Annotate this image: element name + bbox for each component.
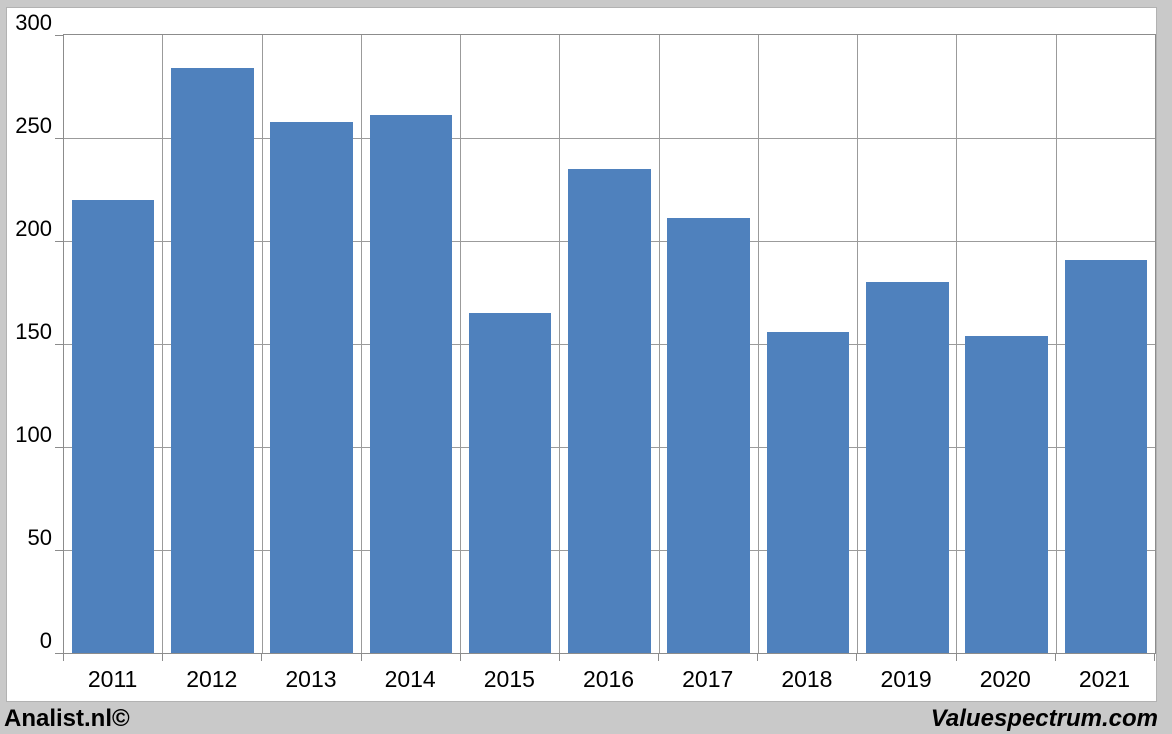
y-axis-labels: 0 50 100 150 200 250 300 bbox=[7, 12, 52, 653]
x-axis-tick bbox=[459, 654, 461, 661]
bar-2013 bbox=[270, 121, 353, 653]
bar-2017 bbox=[667, 218, 750, 653]
y-tick-label: 150 bbox=[15, 319, 52, 344]
y-axis-tick bbox=[55, 344, 63, 345]
branding-bar: Analist.nl© Valuespectrum.com bbox=[0, 703, 1172, 734]
bar-2020 bbox=[965, 335, 1048, 653]
y-tick-label: 0 bbox=[39, 628, 52, 653]
y-tick-label: 250 bbox=[15, 113, 52, 138]
bar-2014 bbox=[369, 115, 453, 653]
x-axis-tick bbox=[1154, 654, 1155, 661]
x-axis-tick bbox=[162, 654, 164, 661]
bar-2011 bbox=[71, 199, 155, 653]
x-tick-label-2018: 2018 bbox=[781, 666, 833, 692]
y-axis-tick bbox=[55, 138, 63, 139]
bar-2019 bbox=[865, 282, 949, 653]
x-tick-label-2019: 2019 bbox=[880, 666, 932, 692]
y-tick-label: 200 bbox=[15, 216, 52, 242]
x-axis-labels: 2011 2012 2013 2014 2015 2016 2017 2018 2019 2020… bbox=[63, 666, 1154, 696]
branding-analist: Analist.nl© bbox=[4, 704, 130, 732]
y-tick-label: 300 bbox=[15, 10, 52, 35]
y-tick-label: 100 bbox=[15, 422, 52, 448]
bar-series bbox=[64, 35, 1155, 653]
x-axis-tick bbox=[360, 654, 362, 661]
x-tick-label-2015: 2015 bbox=[483, 666, 535, 692]
chart-canvas: 0 50 100 150 200 250 300 2011 2012 2013 2014 2015 2… bbox=[6, 7, 1157, 702]
category-column-2015 bbox=[461, 35, 561, 653]
x-tick-label-2016: 2016 bbox=[582, 666, 635, 692]
category-column-2020 bbox=[957, 35, 1057, 653]
bar-2018 bbox=[766, 331, 850, 653]
y-axis-tick bbox=[55, 653, 63, 654]
branding-valuespectrum: Valuespectrum.com bbox=[930, 704, 1158, 732]
category-column-2021 bbox=[1057, 35, 1155, 653]
category-column-2016 bbox=[560, 35, 660, 653]
x-axis-tick bbox=[757, 654, 759, 661]
y-axis-tick bbox=[55, 447, 63, 449]
category-column-2013 bbox=[263, 35, 362, 653]
category-column-2018 bbox=[759, 35, 859, 653]
x-axis-tick bbox=[856, 654, 858, 661]
category-column-2019 bbox=[858, 35, 958, 653]
x-axis-tick bbox=[558, 654, 560, 661]
x-tick-label-2013: 2013 bbox=[285, 666, 337, 692]
x-axis-tick bbox=[63, 654, 64, 661]
category-column-2011 bbox=[64, 35, 164, 653]
y-axis-tick bbox=[55, 241, 63, 243]
x-tick-label-2017: 2017 bbox=[682, 666, 734, 692]
category-column-2014 bbox=[362, 35, 462, 653]
y-axis-tick bbox=[55, 550, 63, 552]
category-column-2017 bbox=[660, 35, 759, 653]
x-tick-label-2014: 2014 bbox=[384, 666, 436, 692]
horizontal-gridline bbox=[64, 138, 1155, 139]
x-tick-label-2012: 2012 bbox=[186, 666, 238, 692]
x-axis-tick bbox=[955, 654, 957, 661]
x-axis-tick bbox=[1054, 654, 1056, 661]
bar-2016 bbox=[568, 168, 651, 653]
x-tick-label-2021: 2021 bbox=[1078, 666, 1131, 692]
bar-2012 bbox=[171, 67, 254, 653]
category-column-2012 bbox=[163, 35, 263, 653]
y-axis-tick bbox=[55, 35, 63, 36]
x-tick-label-2020: 2020 bbox=[979, 666, 1031, 692]
x-tick-label-2011: 2011 bbox=[87, 666, 138, 692]
y-tick-label: 50 bbox=[27, 525, 52, 551]
plot-area bbox=[55, 34, 1156, 661]
x-axis-tick bbox=[658, 654, 660, 661]
bar-2021 bbox=[1064, 259, 1148, 653]
bar-2015 bbox=[468, 313, 552, 653]
x-axis-tick bbox=[261, 654, 263, 661]
